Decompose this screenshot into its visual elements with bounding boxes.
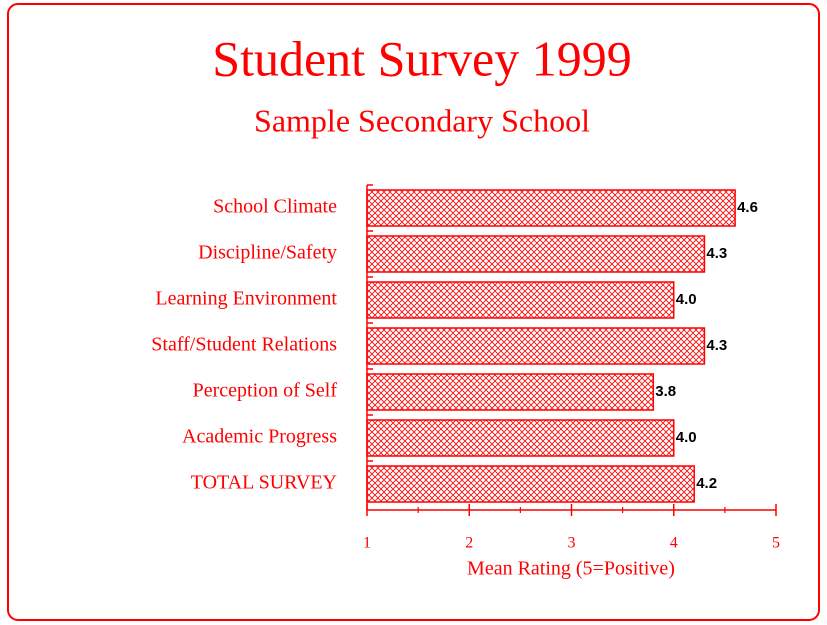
bar [366,189,736,227]
x-tick-label: 2 [465,535,473,552]
value-label: 4.0 [676,291,697,308]
x-tick-label: 1 [363,535,371,552]
chart-subtitle: Sample Secondary School [254,102,590,138]
category-label: Discipline/Safety [198,242,337,264]
value-label: 4.6 [737,199,758,216]
category-label: Academic Progress [182,426,337,448]
category-label: TOTAL SURVEY [191,472,337,494]
bar [366,235,706,273]
bar [366,373,655,411]
value-label: 4.0 [676,429,697,446]
bar [366,327,706,365]
bar [366,281,675,319]
category-label: Staff/Student Relations [151,334,337,356]
bar [366,465,695,503]
category-label: School Climate [213,196,337,218]
value-label: 4.3 [706,245,727,262]
category-label: Perception of Self [193,380,338,402]
value-label: 3.8 [655,383,676,400]
value-label: 4.3 [706,337,727,354]
bar [366,419,675,457]
frame [7,3,820,621]
chart-title: Student Survey 1999 [212,30,631,86]
x-axis-label: Mean Rating (5=Positive) [467,558,675,580]
category-label: Learning Environment [155,288,337,310]
x-tick-label: 4 [670,535,678,552]
x-tick-label: 3 [568,535,576,552]
x-tick-label: 5 [772,535,780,552]
value-label: 4.2 [696,475,717,492]
